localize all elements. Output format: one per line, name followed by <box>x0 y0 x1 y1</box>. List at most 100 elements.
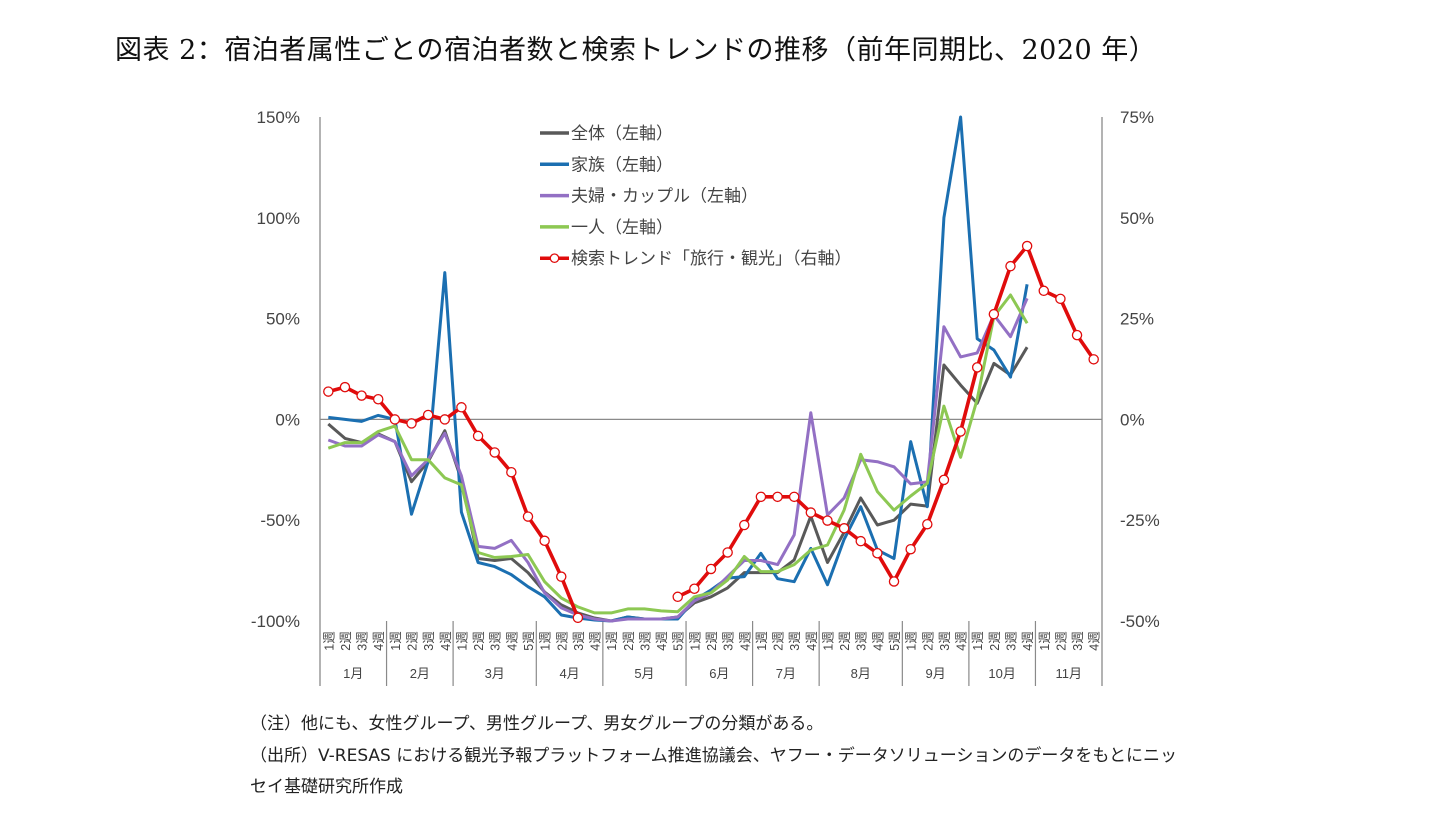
legend-label: 検索トレンド「旅行・観光」（右軸） <box>571 249 852 268</box>
series-line-1 <box>328 115 1029 623</box>
week-tick-label: 2週 <box>472 631 486 651</box>
series-marker <box>506 466 517 478</box>
series-marker <box>539 535 550 547</box>
series-line-2 <box>327 297 1029 623</box>
legend-label: 一人（左軸） <box>571 218 673 237</box>
week-tick-label: 4週 <box>372 631 386 651</box>
series-marker <box>522 511 534 522</box>
week-tick-label: 4週 <box>589 631 603 651</box>
series-marker <box>938 474 950 486</box>
legend: 全体（左軸） 家族（左軸） 夫婦・カップル（左軸） 一人（左軸） 検索トレンド「旅行・観… <box>540 124 852 268</box>
series-marker <box>905 543 916 555</box>
month-tick-label: 10月 <box>988 666 1015 681</box>
series-marker <box>672 591 683 603</box>
week-tick-label: 3週 <box>788 631 802 651</box>
series-marker <box>788 491 800 503</box>
left-tick-label: 50% <box>266 310 300 329</box>
month-tick-label: 3月 <box>485 666 505 681</box>
series-marker <box>422 409 434 421</box>
week-tick-label: 3週 <box>638 631 652 651</box>
week-tick-label: 2週 <box>339 631 353 651</box>
week-tick-label: 1週 <box>389 631 403 651</box>
week-tick-label: 3週 <box>572 631 586 651</box>
week-tick-label: 4週 <box>738 631 752 651</box>
month-tick-label: 7月 <box>776 666 796 681</box>
series-marker <box>955 426 966 437</box>
series-marker <box>489 447 500 458</box>
series-marker <box>356 390 367 401</box>
series-marker <box>1005 260 1016 272</box>
right-tick-label: 25% <box>1120 310 1154 329</box>
month-tick-label: 8月 <box>851 666 871 681</box>
series-marker <box>1071 329 1083 341</box>
week-tick-label: 1週 <box>905 631 919 651</box>
week-tick-label: 5週 <box>672 631 686 651</box>
week-tick-label: 3週 <box>722 631 736 651</box>
right-tick-label: 0% <box>1120 410 1145 429</box>
week-tick-label: 2週 <box>772 631 786 651</box>
legend-label: 家族（左軸） <box>571 155 673 174</box>
week-tick-label: 4週 <box>955 631 969 651</box>
week-tick-label: 1週 <box>755 631 769 651</box>
week-tick-label: 4週 <box>1021 631 1035 651</box>
series-marker <box>472 430 484 442</box>
week-tick-label: 4週 <box>505 631 519 651</box>
series-marker <box>872 548 883 559</box>
week-tick-label: 1週 <box>322 631 336 651</box>
week-tick-label: 4週 <box>805 631 819 651</box>
week-tick-label: 5週 <box>522 631 536 651</box>
series-marker <box>772 491 783 503</box>
week-tick-label: 4週 <box>871 631 885 651</box>
week-tick-label: 3週 <box>1071 631 1085 651</box>
week-tick-label: 3週 <box>855 631 869 651</box>
week-tick-label: 2週 <box>921 631 935 651</box>
axes: 150% 100% 50% 0% -50% -100% 75% 50% 25% 0% -25% -50… <box>251 108 1160 686</box>
series-marker <box>406 418 417 429</box>
series-marker <box>822 515 833 526</box>
week-tick-label: 2週 <box>406 631 420 651</box>
series-marker <box>722 547 733 558</box>
left-tick-label: 150% <box>257 108 300 127</box>
legend-label: 夫婦・カップル（左軸） <box>571 187 758 206</box>
series-marker <box>888 576 900 587</box>
series-marker <box>855 535 866 547</box>
left-tick-label: 0% <box>275 410 300 429</box>
month-tick-label: 4月 <box>559 666 579 681</box>
series-marker <box>1038 285 1050 297</box>
series-marker <box>838 523 850 534</box>
series-marker <box>755 491 767 503</box>
week-tick-label: 4週 <box>439 631 453 651</box>
right-tick-label: 50% <box>1120 209 1154 228</box>
source-text-continued: セイ基礎研究所作成 <box>250 777 403 797</box>
right-tick-label: -50% <box>1120 612 1160 631</box>
left-tick-label: 100% <box>257 209 300 228</box>
month-tick-label: 1月 <box>343 666 363 681</box>
week-tick-label: 1週 <box>688 631 702 651</box>
week-tick-label: 3週 <box>356 631 370 651</box>
right-tick-label: 75% <box>1120 108 1154 127</box>
week-tick-label: 3週 <box>422 631 436 651</box>
right-tick-label: -25% <box>1120 511 1160 530</box>
week-tick-label: 1週 <box>455 631 469 651</box>
legend-marker <box>549 253 560 264</box>
month-tick-label: 11月 <box>1055 666 1082 681</box>
week-tick-label: 1週 <box>821 631 835 651</box>
source-text: （出所）V-RESAS における観光予報プラットフォーム推進協議会、ヤフー・デー… <box>250 746 1178 766</box>
month-tick-label: 6月 <box>709 666 729 681</box>
series-marker <box>323 386 334 397</box>
week-tick-label: 2週 <box>988 631 1002 651</box>
series-marker <box>689 583 700 594</box>
week-tick-label: 1週 <box>1038 631 1052 651</box>
week-tick-label: 3週 <box>1004 631 1018 651</box>
month-tick-label: 9月 <box>925 666 945 681</box>
week-tick-label: 2週 <box>838 631 852 651</box>
series-marker <box>922 518 933 530</box>
figure-title: 図表 2：宿泊者属性ごとの宿泊者数と検索トレンドの推移（前年同期比、2020 年… <box>115 35 1157 66</box>
left-tick-label: -50% <box>260 511 300 530</box>
week-tick-label: 2週 <box>555 631 569 651</box>
series-marker <box>372 393 384 405</box>
week-tick-label: 5週 <box>888 631 902 651</box>
series-marker <box>339 381 351 393</box>
week-tick-label: 1週 <box>971 631 985 651</box>
